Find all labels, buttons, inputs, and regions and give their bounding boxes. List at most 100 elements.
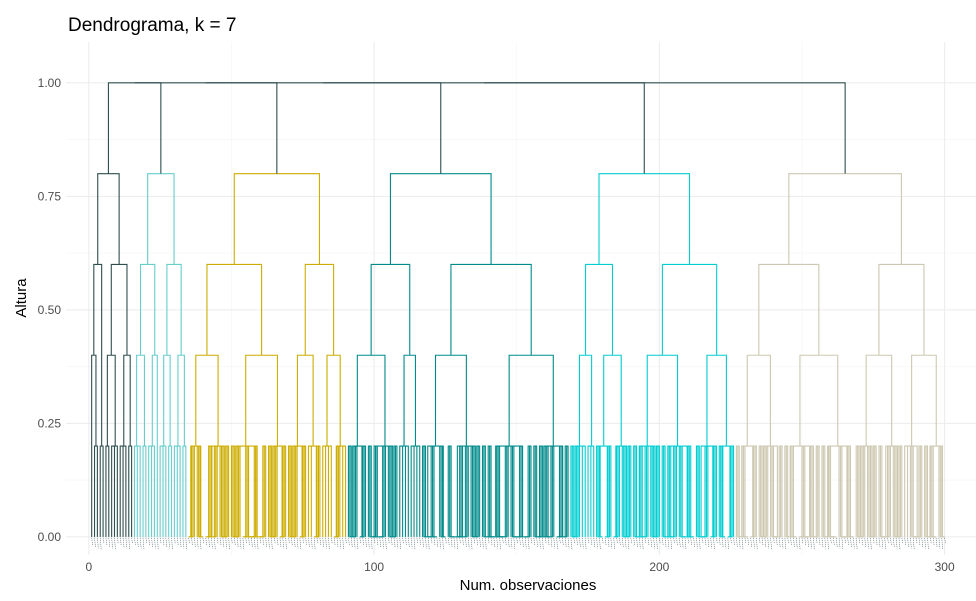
dendrogram-branches [91, 82, 945, 538]
leaf-label [704, 537, 707, 546]
dendrogram-branch [546, 446, 553, 538]
leaf-label [465, 537, 467, 547]
leaf-label [664, 537, 667, 547]
leaf-label [901, 537, 904, 544]
dendrogram-branch [449, 446, 454, 538]
leaf-label [470, 537, 473, 550]
dendrogram-branch [213, 445, 218, 537]
leaf-label [627, 537, 630, 550]
leaf-label [211, 537, 213, 549]
leaf-label [821, 537, 824, 547]
dendrogram-branch [799, 354, 839, 447]
dendrogram-branch [326, 354, 341, 447]
leaf-label [176, 537, 179, 546]
leaf-label [262, 537, 265, 546]
leaf-label [941, 537, 944, 550]
dendrogram-branch [232, 446, 240, 538]
leaf-label [308, 537, 310, 547]
dendrogram-branch [564, 445, 569, 537]
dendrogram-branch [269, 446, 277, 538]
leaf-label [582, 537, 584, 549]
leaf-label [102, 537, 105, 544]
leaf-label [850, 537, 852, 547]
leaf-label [159, 537, 162, 544]
leaf-label [838, 537, 841, 549]
dendrogram-branch [538, 445, 543, 537]
leaf-label [938, 537, 941, 549]
leaf-label [390, 537, 393, 546]
dendrogram-branch [404, 445, 409, 537]
dendrogram-branch [673, 445, 678, 537]
dendrogram-branch [309, 445, 317, 537]
dendrogram-branch [771, 446, 777, 538]
dendrogram-branch [253, 445, 258, 537]
dendrogram-branch [447, 445, 452, 537]
leaf-label [368, 537, 370, 549]
leaf-label [564, 537, 567, 547]
dendrogram-branch [906, 445, 918, 537]
leaf-label [813, 537, 815, 550]
leaf-label [156, 537, 159, 550]
leaf-label [276, 537, 279, 546]
dendrogram-branch [616, 445, 620, 537]
leaf-label [539, 537, 541, 549]
dendrogram-branch [175, 445, 181, 537]
dendrogram-branch [314, 446, 320, 538]
dendrogram-branch [848, 446, 854, 538]
leaf-label [667, 537, 670, 549]
dendrogram-branch [801, 445, 806, 537]
leaf-label [827, 537, 829, 550]
leaf-label [653, 537, 655, 549]
leaf-label [599, 537, 601, 550]
y-axis-title: Altura [13, 278, 30, 318]
dendrogram-branch [790, 445, 794, 537]
dendrogram-branch [450, 263, 532, 356]
leaf-label [148, 537, 151, 546]
dendrogram-branch [464, 445, 469, 537]
leaf-label [493, 537, 496, 547]
leaf-label [379, 537, 382, 547]
leaf-label [293, 537, 296, 547]
dendrogram-branch [867, 445, 872, 537]
dendrogram-branch [190, 445, 202, 537]
leaf-label [168, 537, 170, 549]
leaf-label [556, 537, 558, 550]
leaf-label [770, 537, 772, 550]
leaf-label [285, 537, 287, 550]
dendrogram-branch [136, 445, 141, 537]
leaf-label [225, 537, 228, 549]
dendrogram-branch [440, 446, 446, 538]
x-tick-label: 0 [85, 560, 92, 574]
leaf-label [174, 537, 176, 544]
dendrogram-branch [791, 446, 797, 538]
dendrogram-branch [929, 445, 934, 537]
dendrogram-branch [279, 446, 285, 538]
leaf-label [841, 537, 844, 550]
leaf-label [795, 537, 798, 549]
leaf-label [419, 537, 422, 546]
leaf-label [453, 537, 456, 549]
leaf-label [134, 537, 136, 546]
dendrogram-branch [574, 445, 584, 537]
dendrogram-branch [389, 173, 492, 265]
dendrogram-branch [661, 263, 718, 356]
dendrogram-branch [230, 445, 235, 537]
dendrogram-branch [730, 445, 735, 537]
dendrogram-branch [909, 445, 914, 537]
leaf-label [459, 537, 461, 544]
leaf-label [910, 537, 912, 549]
leaf-label [273, 537, 276, 544]
leaf-label [790, 537, 792, 546]
dendrogram-branch [427, 445, 444, 537]
leaf-label [596, 537, 598, 549]
dendrogram-branch [578, 354, 593, 447]
x-axis-ticks: 0 100 200 300 [85, 560, 954, 574]
leaf-label [861, 537, 864, 546]
dendrogram-branch [911, 446, 917, 538]
leaf-label [650, 537, 653, 547]
leaf-label [753, 537, 755, 549]
dendrogram-branch [603, 354, 622, 447]
leaf-label [681, 537, 684, 549]
leaf-label [713, 537, 715, 550]
dendrogram-branch [828, 445, 848, 537]
